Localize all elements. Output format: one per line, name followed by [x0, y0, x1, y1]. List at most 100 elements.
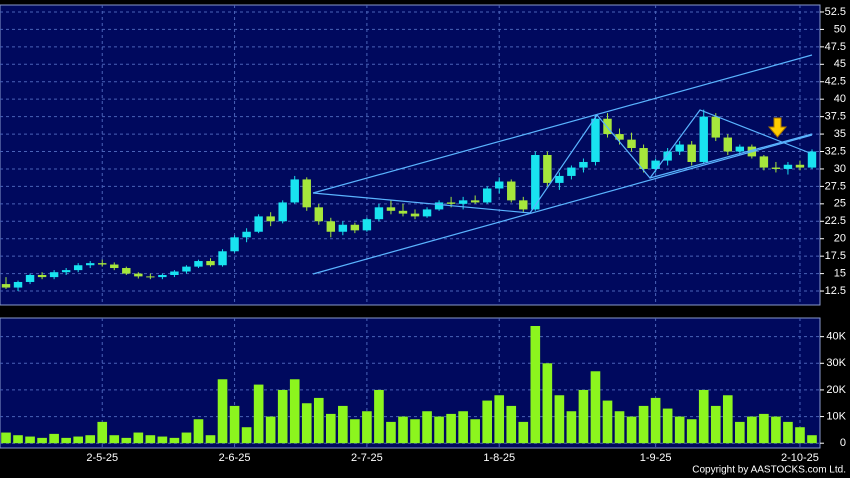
candle-body [290, 179, 299, 203]
candle-body [807, 151, 817, 168]
candle-body [37, 275, 47, 278]
candle-body [422, 209, 432, 217]
candle-body [543, 155, 552, 183]
volume-bar [590, 371, 601, 444]
candle-body [759, 156, 769, 168]
volume-bar [13, 435, 23, 444]
candle-body [567, 167, 576, 176]
volume-bar [301, 403, 312, 444]
candle-body [531, 155, 540, 210]
candle-body [13, 281, 23, 288]
candle-body [482, 188, 492, 203]
volume-bar [49, 433, 59, 444]
candle-body [410, 213, 420, 217]
volume-bar [277, 389, 288, 444]
candle-body [374, 207, 384, 220]
volume-bar [410, 419, 420, 444]
volume-bar [61, 437, 71, 444]
support-line [649, 133, 813, 179]
candle-body [302, 179, 311, 208]
volume-bar [626, 416, 637, 444]
y-tick-label: 50 [834, 23, 846, 35]
volume-bar [73, 436, 83, 444]
candle-body [386, 207, 396, 211]
x-tick-label: 1-8-25 [483, 452, 515, 464]
volume-bar [602, 400, 613, 444]
y-tick-label: 45 [834, 58, 846, 70]
volume-bar [807, 435, 817, 444]
candle-body [194, 261, 203, 267]
volume-panel [0, 317, 821, 449]
candle-body [615, 134, 624, 140]
candle-body [326, 221, 336, 232]
y-tick-label: 32.5 [825, 145, 846, 157]
y-tick-label: 30K [826, 357, 846, 369]
candle-body [723, 137, 733, 152]
candle-body [651, 160, 660, 169]
candle-body [470, 200, 480, 203]
y-tick-label: 25 [834, 198, 846, 210]
volume-bar [398, 416, 408, 444]
candle-body [519, 200, 528, 210]
candle-body [458, 200, 468, 204]
candle-body [122, 268, 131, 274]
volume-bar [325, 413, 336, 444]
volume-bar [638, 405, 649, 444]
candle-body [49, 272, 59, 278]
volume-bar [686, 419, 697, 444]
candle-body [278, 202, 287, 222]
volume-bar [518, 421, 529, 444]
candle-body [639, 148, 648, 169]
volume-bar [193, 419, 204, 444]
volume-bar [747, 416, 757, 444]
candle-body [771, 167, 781, 169]
volume-bar [109, 435, 120, 444]
candle-body [98, 263, 107, 265]
volume-bar [446, 413, 456, 444]
volume-bar [313, 397, 324, 444]
candle-body [266, 216, 275, 222]
candle-body [783, 164, 793, 169]
candle-body [314, 207, 323, 222]
candle-body [579, 161, 588, 168]
copyright: Copyright by AASTOCKS.com Ltd. [692, 465, 846, 476]
candle-body [591, 118, 600, 162]
volume-bar [181, 432, 192, 444]
x-tick-label: 2-5-25 [86, 452, 118, 464]
volume-bar [265, 416, 276, 444]
volume-bar [650, 397, 661, 444]
candle-body [398, 210, 408, 214]
y-tick-label: 20 [834, 233, 846, 245]
candle-body [85, 263, 95, 266]
volume-bar [350, 419, 360, 444]
volume-bar [37, 437, 47, 444]
candle-body [434, 202, 444, 210]
candle-body [110, 264, 119, 269]
volume-bar [253, 384, 264, 444]
marks: 12.5 15 17.5 20 22.5 25 27.5 30 32.5 35 37.5 40 42.5… [0, 5, 847, 464]
volume-bar [554, 395, 565, 444]
volume-bar [145, 435, 156, 444]
volume-bar [482, 400, 493, 444]
volume-bar [566, 411, 577, 444]
candle-body [687, 144, 696, 162]
volume-bar [506, 405, 517, 444]
x-tick-label: 1-9-25 [640, 452, 672, 464]
candle-body [350, 224, 360, 231]
candle-body [603, 118, 612, 135]
candle-body [735, 146, 745, 152]
volume-bar [362, 411, 372, 444]
volume-bar [722, 395, 733, 444]
y-tick-label: 35 [834, 128, 846, 140]
volume-bar [662, 408, 673, 444]
candle-body [663, 151, 672, 161]
candle-body [555, 175, 564, 183]
y-tick-label: 0 [840, 437, 846, 449]
candle-body [61, 270, 71, 273]
y-tick-label: 27.5 [825, 180, 846, 192]
candle-body [73, 265, 83, 271]
candle-body [627, 139, 636, 149]
candle-body [230, 237, 239, 252]
volume-bar [494, 395, 505, 444]
